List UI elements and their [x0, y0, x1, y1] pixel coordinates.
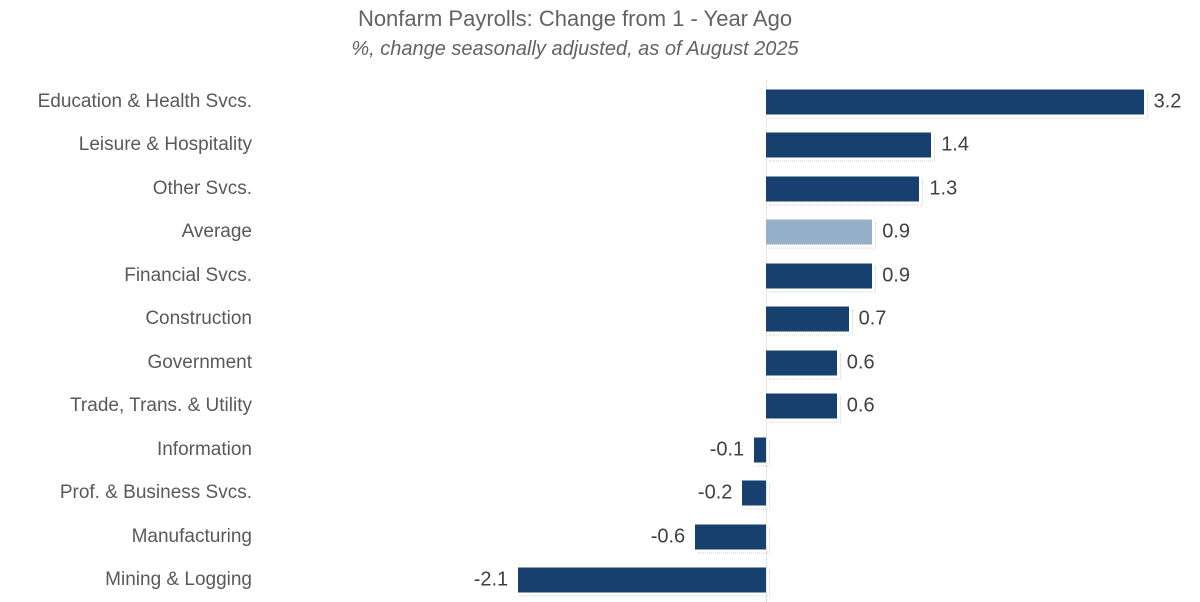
bar [766, 394, 837, 419]
category-label: Manufacturing [0, 526, 252, 548]
category-label: Average [0, 221, 252, 243]
bar [766, 133, 931, 158]
chart-row: Other Svcs. 1.3 [0, 167, 1200, 211]
category-label: Other Svcs. [0, 178, 252, 200]
chart-title: Nonfarm Payrolls: Change from 1 - Year A… [0, 5, 1150, 32]
chart-row: Government 0.6 [0, 341, 1200, 385]
value-label: 3.2 [1154, 90, 1182, 113]
chart-row: Financial Svcs. 0.9 [0, 254, 1200, 298]
bar [695, 524, 766, 549]
bar [766, 350, 837, 375]
category-label: Mining & Logging [0, 569, 252, 591]
chart-header: Nonfarm Payrolls: Change from 1 - Year A… [0, 0, 1150, 62]
value-label: 0.7 [859, 308, 887, 331]
category-label: Construction [0, 308, 252, 330]
bar [766, 176, 919, 201]
bar [766, 307, 849, 332]
bar [766, 89, 1144, 114]
chart-row: Education & Health Svcs. 3.2 [0, 80, 1200, 124]
category-label: Information [0, 439, 252, 461]
chart-row: Average 0.9 [0, 211, 1200, 255]
chart-row: Leisure & Hospitality 1.4 [0, 124, 1200, 168]
chart-row: Construction 0.7 [0, 298, 1200, 342]
value-label: -0.6 [651, 525, 685, 548]
category-label: Leisure & Hospitality [0, 134, 252, 156]
bar [754, 437, 766, 462]
chart-row: Information -0.1 [0, 428, 1200, 472]
category-label: Trade, Trans. & Utility [0, 395, 252, 417]
value-label: -0.2 [698, 482, 732, 505]
chart-subtitle: %, change seasonally adjusted, as of Aug… [0, 36, 1150, 62]
category-label: Education & Health Svcs. [0, 91, 252, 113]
chart-row: Manufacturing -0.6 [0, 515, 1200, 559]
bar-highlight [766, 220, 872, 245]
value-label: 0.6 [847, 351, 875, 374]
value-label: -0.1 [710, 438, 744, 461]
value-label: -2.1 [474, 569, 508, 592]
bar-chart: Education & Health Svcs. 3.2 Leisure & Hos… [0, 80, 1200, 602]
category-label: Financial Svcs. [0, 265, 252, 287]
category-label: Prof. & Business Svcs. [0, 482, 252, 504]
chart-row: Mining & Logging -2.1 [0, 559, 1200, 602]
value-label: 1.3 [929, 177, 957, 200]
chart-row: Trade, Trans. & Utility 0.6 [0, 385, 1200, 429]
category-label: Government [0, 352, 252, 374]
value-label: 1.4 [941, 134, 969, 157]
bar [742, 481, 766, 506]
value-label: 0.9 [882, 221, 910, 244]
bar [766, 263, 872, 288]
bar [518, 568, 766, 593]
value-label: 0.6 [847, 395, 875, 418]
value-label: 0.9 [882, 264, 910, 287]
chart-row: Prof. & Business Svcs. -0.2 [0, 472, 1200, 516]
